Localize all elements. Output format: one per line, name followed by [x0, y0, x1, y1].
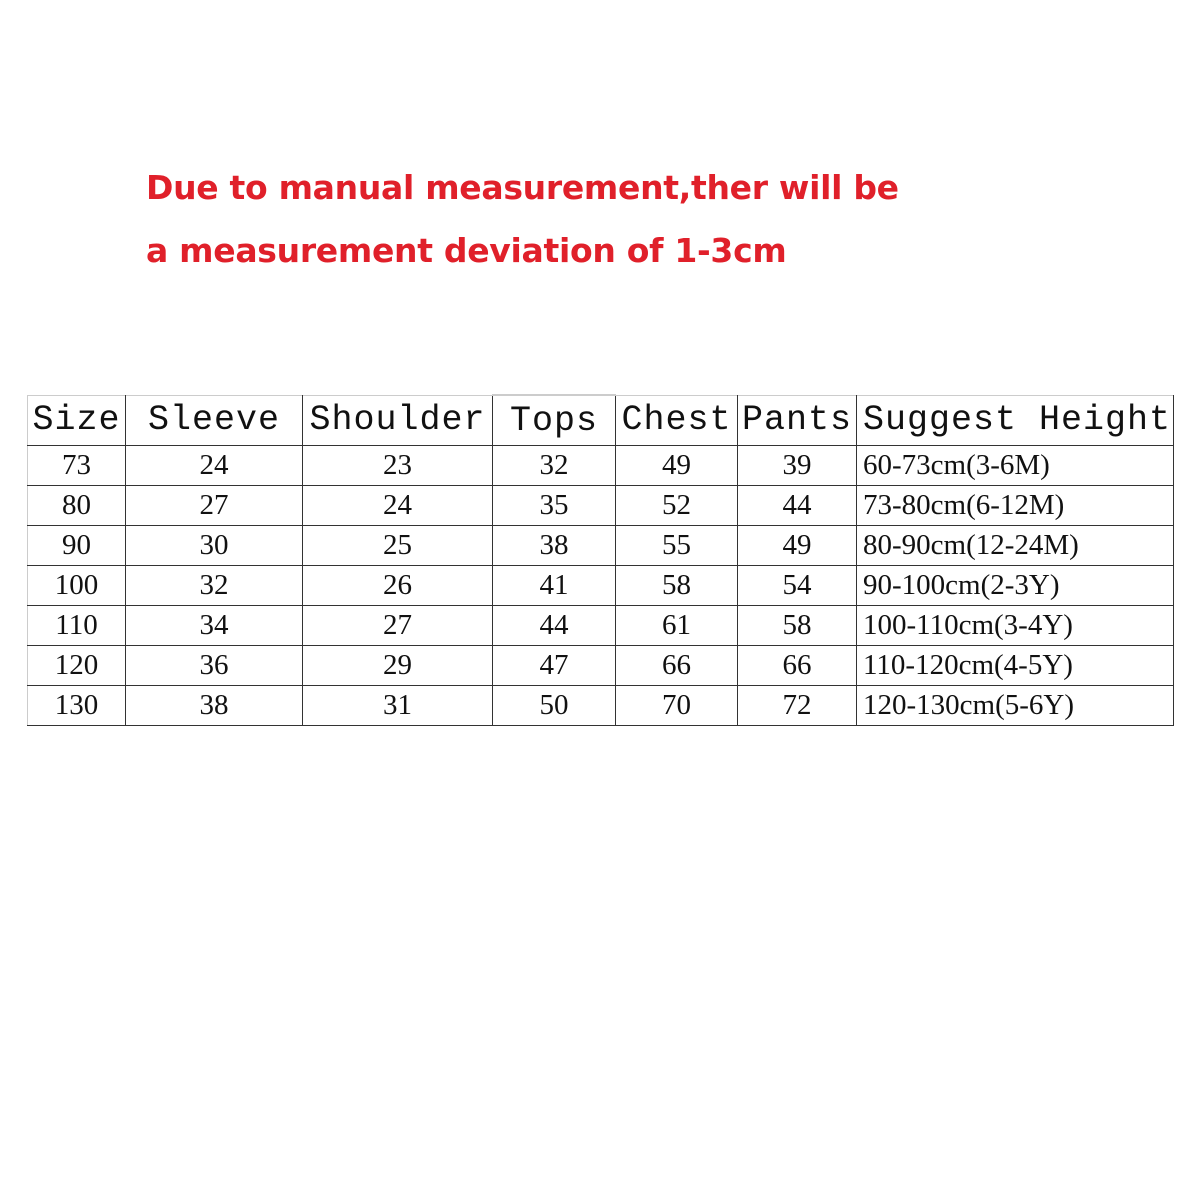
measurement-notice-line-1: Due to manual measurement,ther will be [146, 168, 899, 207]
cell-chest: 61 [615, 605, 738, 646]
column-header-tops: Tops [492, 394, 616, 446]
cell-sleeve: 24 [125, 445, 303, 486]
cell-tops: 32 [492, 445, 616, 486]
cell-sleeve: 30 [125, 525, 303, 566]
cell-suggest-height: 90-100cm(2-3Y) [856, 565, 1174, 606]
table-row: 130 38 31 50 70 72 120-130cm(5-6Y) [27, 685, 1174, 726]
column-header-suggest-height: Suggest Height [856, 394, 1174, 446]
table-row: 73 24 23 32 49 39 60-73cm(3-6M) [27, 445, 1174, 486]
column-header-chest: Chest [615, 394, 738, 446]
cell-sleeve: 36 [125, 645, 303, 686]
cell-suggest-height: 100-110cm(3-4Y) [856, 605, 1174, 646]
cell-pants: 72 [737, 685, 857, 726]
cell-shoulder: 26 [302, 565, 493, 606]
cell-suggest-height: 80-90cm(12-24M) [856, 525, 1174, 566]
cell-pants: 66 [737, 645, 857, 686]
cell-size: 130 [27, 685, 126, 726]
cell-tops: 44 [492, 605, 616, 646]
measurement-notice-line-2: a measurement deviation of 1-3cm [146, 231, 787, 270]
cell-pants: 58 [737, 605, 857, 646]
cell-sleeve: 34 [125, 605, 303, 646]
cell-sleeve: 32 [125, 565, 303, 606]
cell-size: 73 [27, 445, 126, 486]
cell-sleeve: 27 [125, 485, 303, 526]
table-row: 90 30 25 38 55 49 80-90cm(12-24M) [27, 525, 1174, 566]
cell-pants: 54 [737, 565, 857, 606]
cell-pants: 44 [737, 485, 857, 526]
cell-shoulder: 24 [302, 485, 493, 526]
cell-tops: 41 [492, 565, 616, 606]
cell-tops: 38 [492, 525, 616, 566]
cell-chest: 58 [615, 565, 738, 606]
table-row: 110 34 27 44 61 58 100-110cm(3-4Y) [27, 605, 1174, 646]
cell-shoulder: 23 [302, 445, 493, 486]
cell-suggest-height: 120-130cm(5-6Y) [856, 685, 1174, 726]
cell-chest: 52 [615, 485, 738, 526]
cell-size: 120 [27, 645, 126, 686]
column-header-size: Size [27, 394, 126, 446]
cell-tops: 47 [492, 645, 616, 686]
cell-suggest-height: 110-120cm(4-5Y) [856, 645, 1174, 686]
cell-sleeve: 38 [125, 685, 303, 726]
cell-shoulder: 29 [302, 645, 493, 686]
table-row: 80 27 24 35 52 44 73-80cm(6-12M) [27, 485, 1174, 526]
cell-pants: 49 [737, 525, 857, 566]
cell-shoulder: 31 [302, 685, 493, 726]
column-header-shoulder: Shoulder [302, 394, 493, 446]
cell-chest: 49 [615, 445, 738, 486]
table-header-row: Size Sleeve Shoulder Tops Chest Pants Suggest … [27, 394, 1174, 446]
cell-size: 110 [27, 605, 126, 646]
cell-shoulder: 27 [302, 605, 493, 646]
cell-tops: 50 [492, 685, 616, 726]
cell-shoulder: 25 [302, 525, 493, 566]
table-row: 120 36 29 47 66 66 110-120cm(4-5Y) [27, 645, 1174, 686]
cell-tops: 35 [492, 485, 616, 526]
column-header-sleeve: Sleeve [125, 394, 303, 446]
cell-size: 80 [27, 485, 126, 526]
column-header-pants: Pants [737, 394, 857, 446]
cell-suggest-height: 60-73cm(3-6M) [856, 445, 1174, 486]
cell-chest: 66 [615, 645, 738, 686]
table-row: 100 32 26 41 58 54 90-100cm(2-3Y) [27, 565, 1174, 606]
cell-size: 100 [27, 565, 126, 606]
cell-pants: 39 [737, 445, 857, 486]
size-chart-table: Size Sleeve Shoulder Tops Chest Pants Suggest … [27, 394, 1174, 726]
cell-size: 90 [27, 525, 126, 566]
cell-chest: 70 [615, 685, 738, 726]
cell-chest: 55 [615, 525, 738, 566]
cell-suggest-height: 73-80cm(6-12M) [856, 485, 1174, 526]
